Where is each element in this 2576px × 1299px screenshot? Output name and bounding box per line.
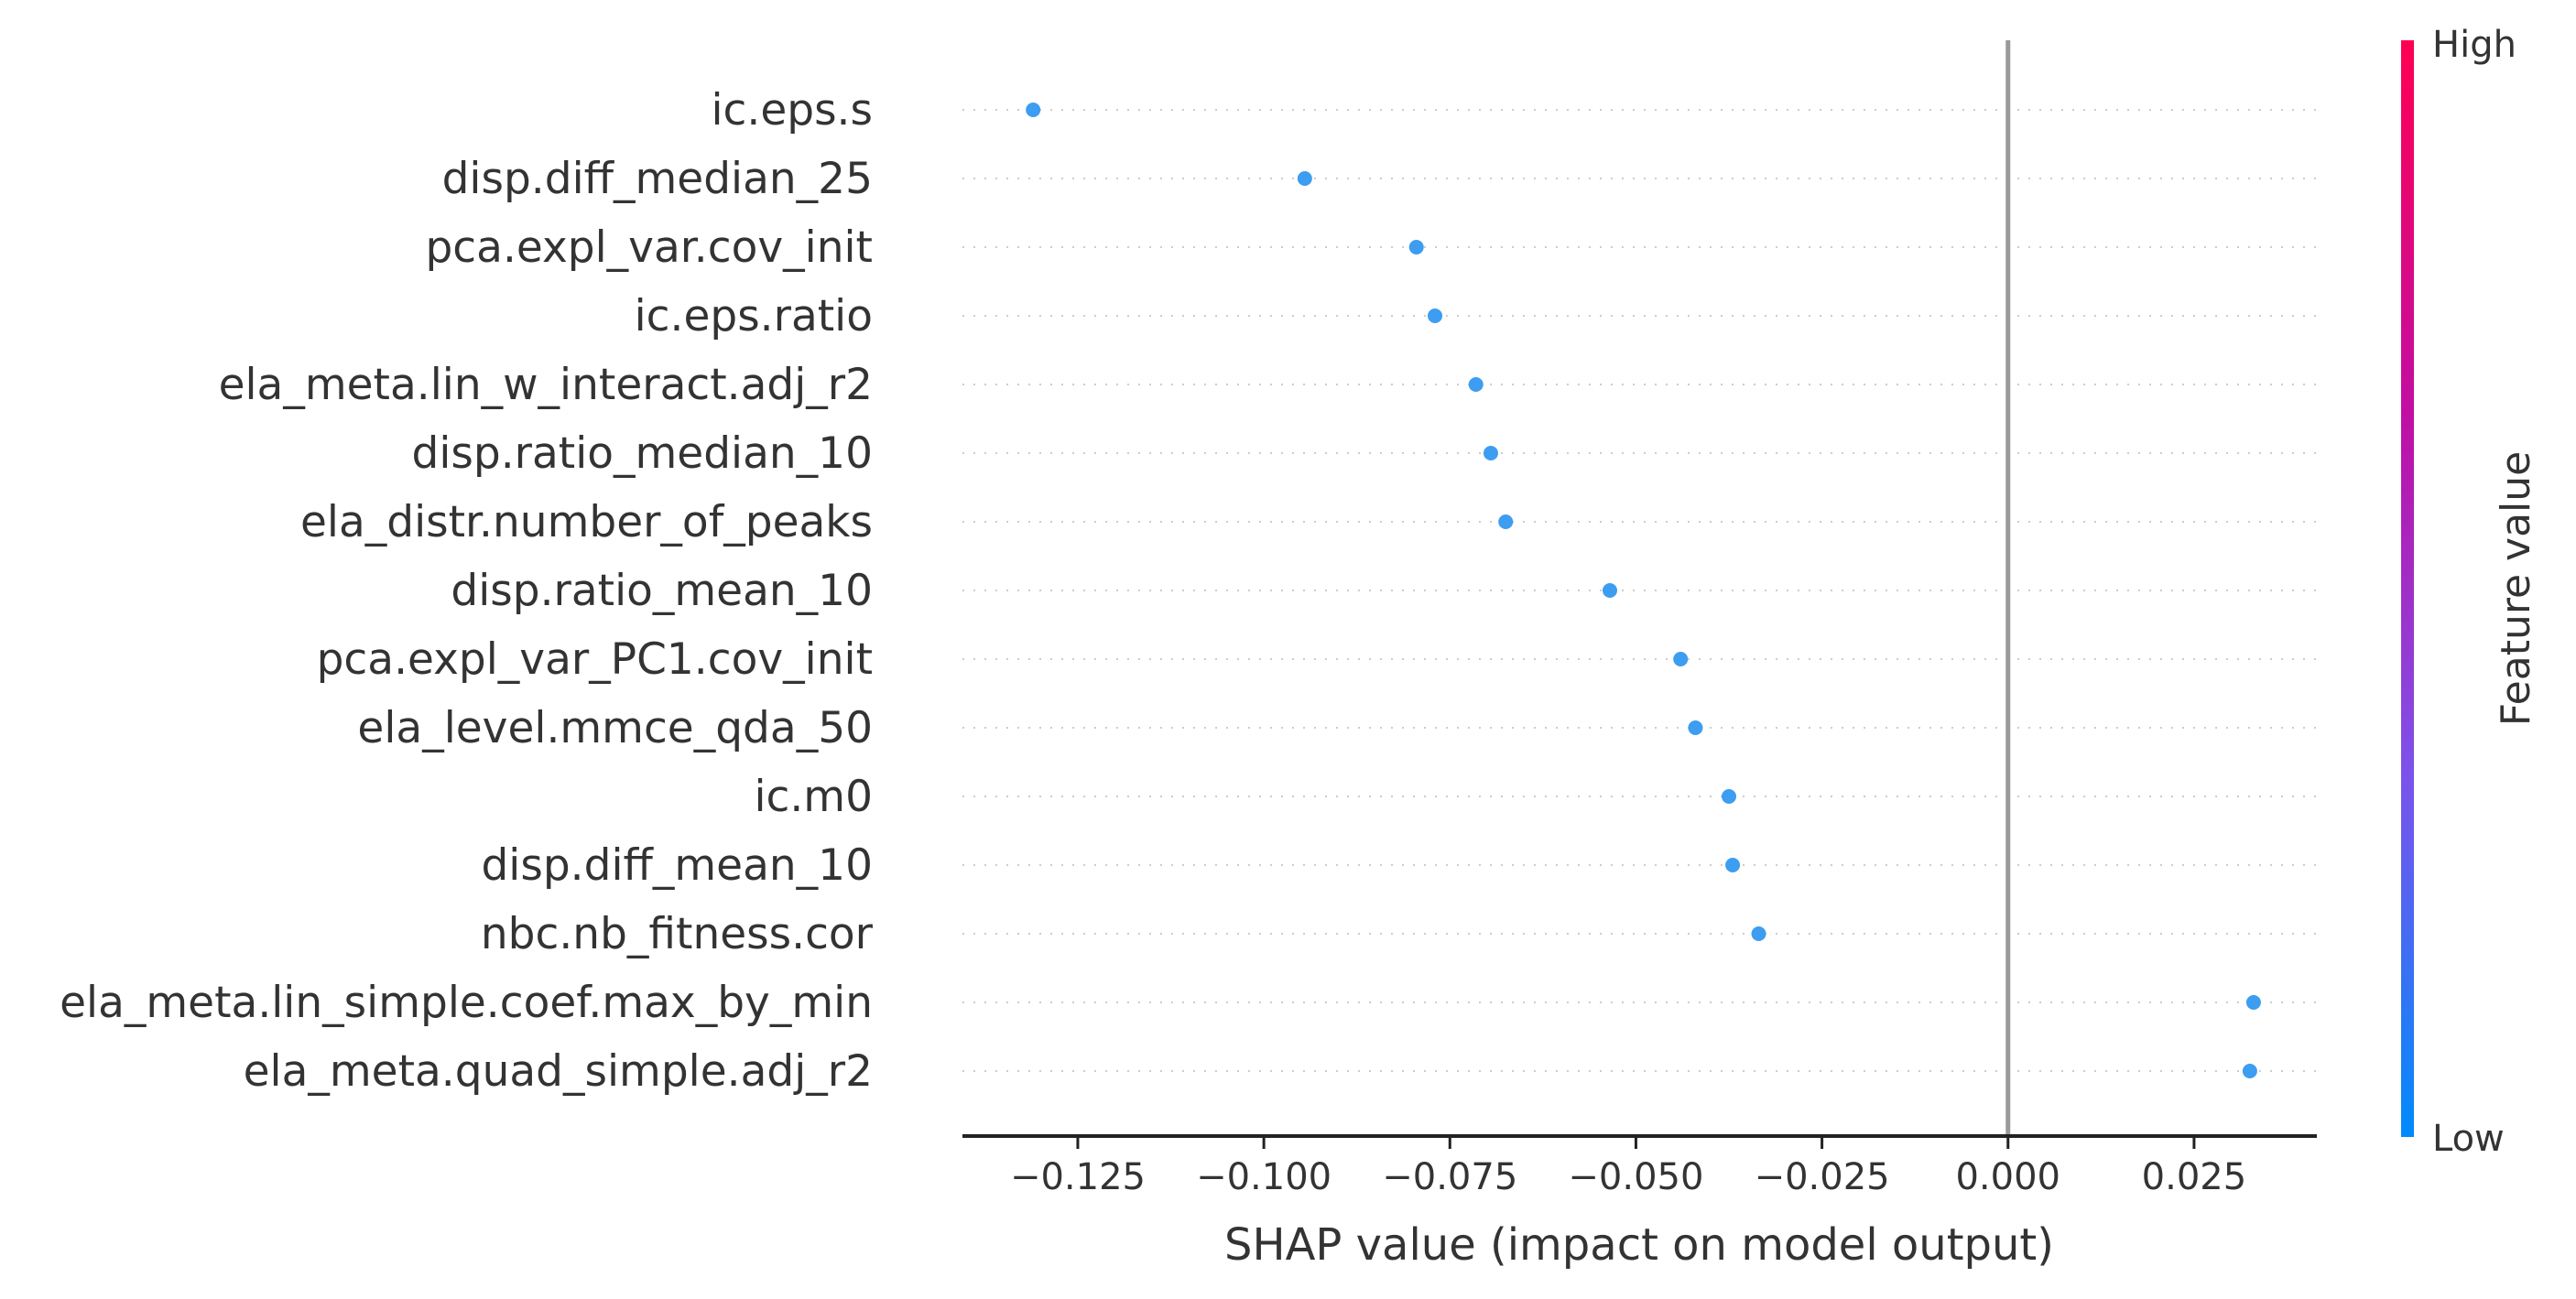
colorbar-high-label: High	[2432, 24, 2516, 66]
feature-label: disp.diff_median_25	[442, 154, 873, 204]
data-point	[1498, 514, 1514, 529]
data-point	[1688, 720, 1703, 735]
data-point	[2242, 1064, 2257, 1078]
feature-label: ic.m0	[754, 772, 873, 822]
row-gridlines	[962, 109, 2317, 1072]
colorbar-low-label: Low	[2432, 1118, 2505, 1160]
data-point	[2245, 995, 2261, 1010]
x-tick-label: −0.075	[1382, 1156, 1517, 1198]
x-tick-label: 0.025	[2142, 1156, 2247, 1198]
data-point	[1673, 652, 1689, 666]
data-point	[1751, 926, 1766, 941]
data-point	[1722, 789, 1737, 804]
colorbar-gradient	[2401, 40, 2414, 1137]
x-tick-label: 0.000	[1955, 1156, 2060, 1198]
x-tick-label: −0.025	[1755, 1156, 1890, 1198]
feature-label: disp.ratio_mean_10	[451, 566, 873, 616]
data-point	[1408, 240, 1424, 254]
data-point	[1428, 309, 1443, 323]
feature-label: ela_meta.lin_w_interact.adj_r2	[219, 360, 873, 410]
data-point	[1026, 103, 1041, 117]
feature-label: ic.eps.ratio	[635, 291, 873, 341]
feature-label: disp.ratio_median_10	[411, 428, 873, 479]
feature-label: ic.eps.s	[711, 85, 873, 135]
feature-label: ela_distr.number_of_peaks	[300, 497, 873, 547]
data-point	[1725, 858, 1741, 872]
colorbar-title: Feature value	[2493, 451, 2539, 726]
data-point	[1468, 377, 1484, 392]
data-point	[1483, 446, 1498, 460]
x-axis: −0.125 −0.100 −0.075 −0.050 −0.025 0.000 0.025…	[962, 1134, 2317, 1271]
feature-label: disp.diff_mean_10	[481, 840, 873, 891]
data-point	[1297, 171, 1312, 186]
x-tick-label: −0.100	[1196, 1156, 1331, 1198]
x-tick-label: −0.125	[1010, 1156, 1146, 1198]
data-points	[1026, 103, 2261, 1078]
x-tick-label: −0.050	[1568, 1156, 1703, 1198]
feature-label: nbc.nb_fitness.cor	[481, 909, 874, 959]
x-axis-ticks: −0.125 −0.100 −0.075 −0.050 −0.025 0.000 0.025	[1010, 1136, 2246, 1198]
colorbar: High Low Feature value	[2401, 24, 2539, 1160]
feature-label: ela_meta.quad_simple.adj_r2	[244, 1046, 873, 1097]
feature-label: ela_meta.lin_simple.coef.max_by_min	[60, 978, 873, 1028]
feature-label: ela_level.mmce_qda_50	[357, 703, 873, 753]
feature-label: pca.expl_var_PC1.cov_init	[317, 634, 873, 685]
data-point	[1602, 583, 1617, 598]
feature-label: pca.expl_var.cov_init	[425, 222, 873, 273]
feature-labels: ic.eps.s disp.diff_median_25 pca.expl_var.…	[60, 85, 874, 1097]
x-axis-title: SHAP value (impact on model output)	[1224, 1219, 2054, 1271]
